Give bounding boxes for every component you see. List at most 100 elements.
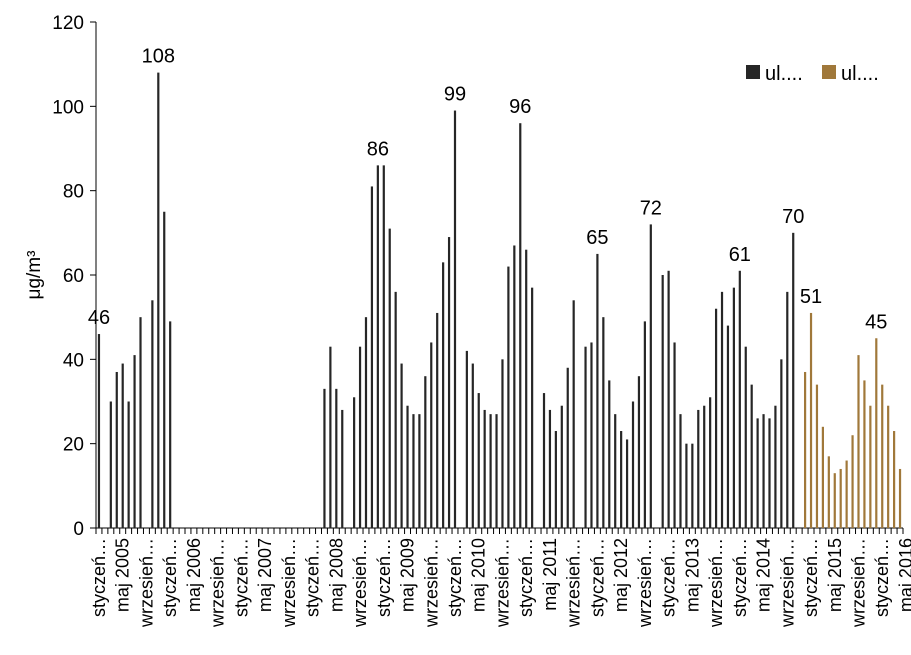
bar bbox=[447, 237, 451, 529]
x-tick-label: maj 2005 bbox=[113, 538, 133, 612]
bar bbox=[513, 245, 516, 528]
legend-label: ul.... bbox=[765, 63, 803, 85]
bar bbox=[637, 376, 641, 528]
bar bbox=[821, 426, 824, 528]
x-tick-label: wrzesień… bbox=[421, 538, 441, 628]
x-tick-label: wrzesień… bbox=[136, 538, 156, 628]
bar bbox=[738, 270, 741, 528]
bar bbox=[720, 291, 724, 528]
bar bbox=[341, 409, 344, 528]
x-tick-label: styczeń… bbox=[516, 538, 536, 617]
x-tick-label: maj 2013 bbox=[682, 538, 702, 612]
bar bbox=[709, 397, 712, 528]
legend-swatch bbox=[822, 65, 836, 79]
bar bbox=[827, 456, 830, 528]
bar bbox=[815, 384, 819, 528]
bar bbox=[756, 418, 759, 528]
x-tick-label: styczeń… bbox=[303, 538, 323, 617]
legend-swatch bbox=[746, 65, 760, 79]
bars bbox=[97, 72, 902, 529]
bar bbox=[127, 401, 130, 528]
bar bbox=[839, 468, 842, 528]
bar bbox=[418, 414, 421, 528]
bar bbox=[614, 414, 617, 528]
bar bbox=[358, 346, 362, 528]
x-tick-label: wrzesień… bbox=[564, 538, 584, 628]
bar bbox=[875, 338, 878, 528]
bar bbox=[151, 300, 154, 528]
x-tick-label: styczeń… bbox=[160, 538, 180, 617]
x-tick-label: styczeń… bbox=[587, 538, 607, 617]
data-label: 108 bbox=[142, 46, 175, 68]
bar bbox=[548, 409, 552, 528]
bar bbox=[608, 380, 611, 528]
bar bbox=[353, 397, 356, 528]
bar bbox=[780, 359, 783, 528]
x-tick-label: wrzesień… bbox=[208, 538, 228, 628]
bar bbox=[714, 308, 718, 528]
x-tick-label: styczeń… bbox=[445, 538, 465, 617]
bar bbox=[531, 287, 534, 528]
bar bbox=[809, 312, 813, 528]
bar bbox=[857, 355, 860, 528]
data-label: 65 bbox=[586, 227, 608, 249]
bar bbox=[394, 291, 397, 528]
bar bbox=[744, 346, 747, 528]
x-tick-label: styczeń… bbox=[801, 538, 821, 617]
bar bbox=[768, 418, 771, 528]
y-tick-label: 40 bbox=[63, 350, 84, 371]
bar bbox=[697, 409, 700, 528]
legend-label: ul.... bbox=[841, 63, 879, 85]
bar bbox=[115, 371, 118, 528]
bar bbox=[750, 384, 753, 528]
bar bbox=[863, 380, 866, 528]
x-tick-label: maj 2014 bbox=[754, 538, 774, 612]
bar bbox=[881, 384, 884, 528]
x-tick-label: wrzesień… bbox=[279, 538, 299, 628]
x-tick-label: wrzesień… bbox=[492, 538, 512, 628]
bar bbox=[732, 287, 735, 528]
bar bbox=[560, 405, 563, 528]
bar bbox=[323, 388, 326, 528]
x-tick-label: maj 2006 bbox=[184, 538, 204, 612]
y-tick-label: 60 bbox=[63, 266, 84, 287]
bar bbox=[519, 123, 522, 528]
bar bbox=[442, 262, 445, 528]
bar bbox=[625, 439, 629, 528]
data-label: 99 bbox=[444, 84, 466, 106]
x-tick-label: maj 2007 bbox=[255, 538, 275, 612]
bar bbox=[121, 363, 124, 528]
data-label: 45 bbox=[865, 311, 887, 333]
bar bbox=[335, 388, 338, 528]
bar bbox=[329, 346, 332, 528]
data-label: 61 bbox=[729, 244, 751, 266]
x-tick-label: maj 2011 bbox=[540, 538, 560, 611]
x-tick-label: styczeń… bbox=[730, 538, 750, 617]
data-label: 86 bbox=[367, 138, 389, 160]
x-tick-label: styczeń… bbox=[89, 538, 109, 617]
bar bbox=[566, 367, 569, 528]
bar bbox=[376, 165, 379, 528]
x-tick-label: maj 2010 bbox=[469, 538, 489, 612]
bar bbox=[133, 355, 136, 528]
bar bbox=[554, 431, 557, 528]
bar bbox=[590, 342, 593, 528]
bar bbox=[471, 363, 474, 528]
x-tick-label: styczeń… bbox=[872, 538, 892, 617]
x-tick-label: maj 2008 bbox=[326, 538, 346, 612]
y-tick-label: 0 bbox=[73, 519, 84, 540]
data-label: 51 bbox=[800, 286, 822, 308]
x-tick-label: wrzesień… bbox=[777, 538, 797, 628]
bar bbox=[643, 321, 646, 528]
bar bbox=[453, 110, 457, 529]
bar bbox=[869, 405, 872, 528]
y-axis-label: μg/m³ bbox=[24, 251, 45, 300]
x-tick-label: styczeń… bbox=[374, 538, 394, 617]
bar bbox=[388, 228, 391, 528]
bar bbox=[679, 414, 682, 528]
bar bbox=[596, 253, 599, 528]
bar bbox=[887, 405, 890, 528]
bar bbox=[685, 443, 688, 528]
x-tick-label: maj 2012 bbox=[611, 538, 631, 612]
bar bbox=[477, 393, 480, 528]
